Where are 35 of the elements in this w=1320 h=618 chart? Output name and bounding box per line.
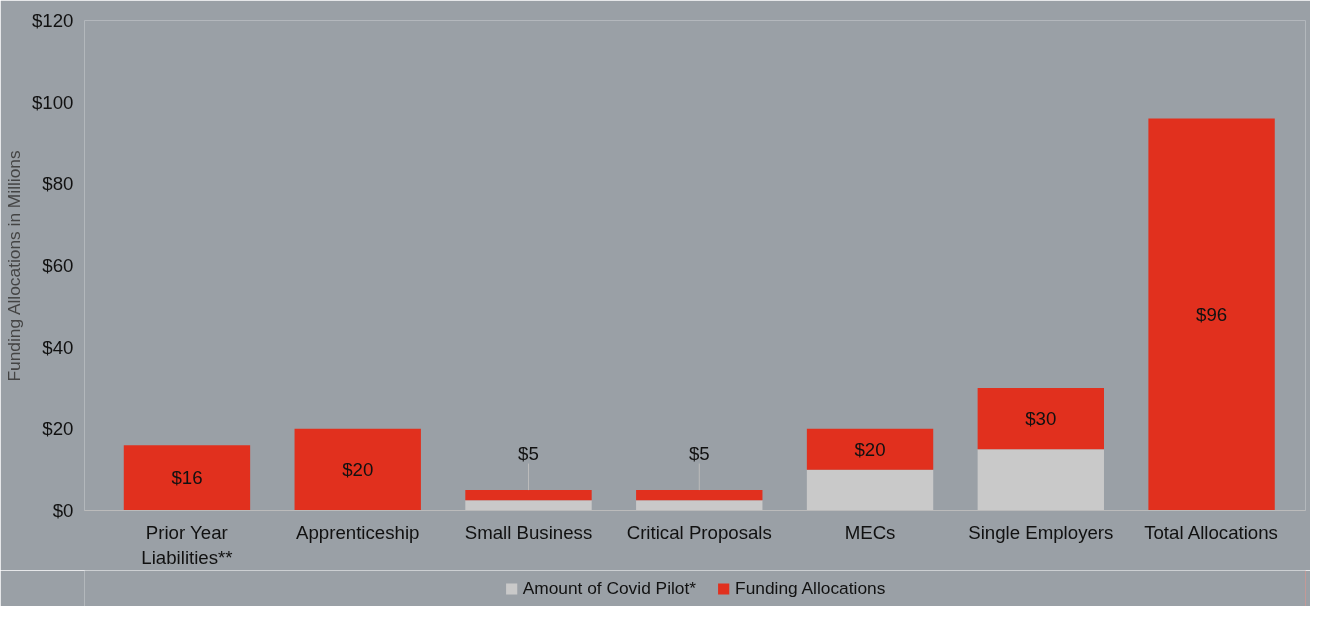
total-label: $30 bbox=[1025, 408, 1057, 430]
x-tick-label: Apprenticeship bbox=[296, 521, 420, 543]
total-label: $5 bbox=[518, 442, 539, 464]
legend-label: Funding Allocations bbox=[735, 577, 886, 599]
bar bbox=[977, 449, 1104, 511]
total-label: $20 bbox=[342, 459, 374, 481]
y-tick-label: $20 bbox=[42, 418, 74, 440]
x-tick-label: Single Employers bbox=[968, 521, 1114, 543]
total-label: $16 bbox=[171, 467, 203, 489]
y-tick-label: $120 bbox=[32, 10, 74, 31]
bar bbox=[806, 428, 934, 470]
x-tick-label: Prior Year Liabilities** bbox=[141, 521, 233, 568]
bar bbox=[465, 490, 592, 501]
total-label: $20 bbox=[854, 438, 886, 460]
total-label: $5 bbox=[688, 442, 710, 464]
y-tick-label: $100 bbox=[32, 91, 74, 113]
y-tick-label: $0 bbox=[52, 500, 74, 521]
bar bbox=[465, 500, 592, 511]
bar bbox=[636, 500, 763, 511]
bar bbox=[636, 490, 763, 501]
y-tick-label: $60 bbox=[42, 255, 74, 276]
x-tick-label: Total Allocations bbox=[1144, 521, 1278, 543]
x-tick-label: Critical Proposals bbox=[626, 521, 772, 543]
x-tick-label: Small Business bbox=[464, 521, 593, 543]
x-tick-label: MECs bbox=[844, 521, 896, 543]
bar bbox=[294, 428, 421, 511]
bar bbox=[977, 388, 1104, 450]
bar bbox=[806, 469, 934, 511]
y-tick-label: $40 bbox=[42, 336, 74, 358]
legend-label: Amount of Covid Pilot* bbox=[522, 577, 697, 599]
total-label: $96 bbox=[1196, 304, 1228, 325]
bar bbox=[123, 445, 251, 511]
bar bbox=[1148, 118, 1275, 511]
y-axis-title: Funding Allocations in Millions bbox=[4, 150, 24, 382]
y-tick-label: $80 bbox=[42, 173, 74, 195]
